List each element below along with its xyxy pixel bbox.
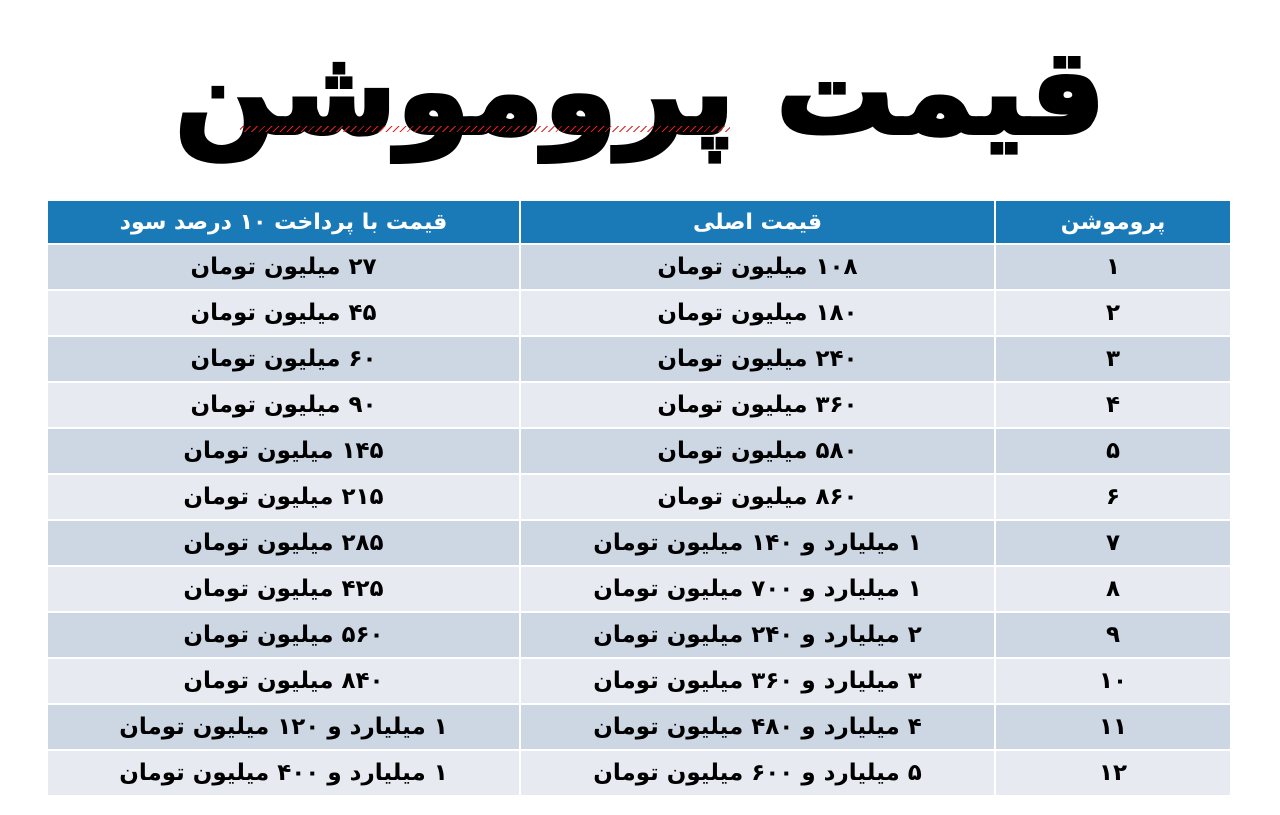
original-price-cell: ۴ میلیارد و ۴۸۰ میلیون تومان xyxy=(519,703,996,751)
table-row: ۱۰ ۳ میلیارد و ۳۶۰ میلیون تومان ۸۴۰ میلیون… xyxy=(46,657,1232,705)
price-with-interest-cell: ۹۰ میلیون تومان xyxy=(46,381,521,429)
price-with-interest-cell: ۶۰ میلیون تومان xyxy=(46,335,521,383)
table-row: ۴ ۳۶۰ میلیون تومان ۹۰ میلیون تومان xyxy=(46,381,1232,429)
promotion-number-cell: ۸ xyxy=(994,565,1232,613)
price-with-interest-cell: ۲۷ میلیون تومان xyxy=(46,243,521,291)
original-price-cell: ۱ میلیارد و ۷۰۰ میلیون تومان xyxy=(519,565,996,613)
promotion-number-cell: ۵ xyxy=(994,427,1232,475)
promotion-number-cell: ۳ xyxy=(994,335,1232,383)
price-with-interest-cell: ۴۵ میلیون تومان xyxy=(46,289,521,337)
page-title: قیمت پروموشن xyxy=(173,21,1110,163)
price-with-interest-cell: ۱۴۵ میلیون تومان xyxy=(46,427,521,475)
original-price-cell: ۸۶۰ میلیون تومان xyxy=(519,473,996,521)
original-price-cell: ۲۴۰ میلیون تومان xyxy=(519,335,996,383)
price-with-interest-cell: ۱ میلیارد و ۴۰۰ میلیون تومان xyxy=(46,749,521,797)
original-price-cell: ۱۸۰ میلیون تومان xyxy=(519,289,996,337)
table-row: ۱۱ ۴ میلیارد و ۴۸۰ میلیون تومان ۱ میلیارد … xyxy=(46,703,1232,751)
promotion-number-cell: ۹ xyxy=(994,611,1232,659)
header-price-with-interest: قیمت با پرداخت ۱۰ درصد سود xyxy=(46,199,521,245)
original-price-cell: ۱۰۸ میلیون تومان xyxy=(519,243,996,291)
header-original-price: قیمت اصلی xyxy=(519,199,996,245)
promotion-number-cell: ۱۱ xyxy=(994,703,1232,751)
original-price-cell: ۱ میلیارد و ۱۴۰ میلیون تومان xyxy=(519,519,996,567)
table-row: ۲ ۱۸۰ میلیون تومان ۴۵ میلیون تومان xyxy=(46,289,1232,337)
table-row: ۱۲ ۵ میلیارد و ۶۰۰ میلیون تومان ۱ میلیارد … xyxy=(46,749,1232,797)
table-header-row: پروموشن قیمت اصلی قیمت با پرداخت ۱۰ درصد… xyxy=(46,199,1232,245)
original-price-cell: ۳ میلیارد و ۳۶۰ میلیون تومان xyxy=(519,657,996,705)
promotion-number-cell: ۱۲ xyxy=(994,749,1232,797)
table-row: ۱ ۱۰۸ میلیون تومان ۲۷ میلیون تومان xyxy=(46,243,1232,291)
price-with-interest-cell: ۱ میلیارد و ۱۲۰ میلیون تومان xyxy=(46,703,521,751)
table-row: ۶ ۸۶۰ میلیون تومان ۲۱۵ میلیون تومان xyxy=(46,473,1232,521)
original-price-cell: ۲ میلیارد و ۲۴۰ میلیون تومان xyxy=(519,611,996,659)
promotion-number-cell: ۶ xyxy=(994,473,1232,521)
price-with-interest-cell: ۵۶۰ میلیون تومان xyxy=(46,611,521,659)
table-row: ۳ ۲۴۰ میلیون تومان ۶۰ میلیون تومان xyxy=(46,335,1232,383)
header-promotion: پروموشن xyxy=(994,199,1232,245)
price-with-interest-cell: ۴۲۵ میلیون تومان xyxy=(46,565,521,613)
promotion-number-cell: ۱ xyxy=(994,243,1232,291)
spellcheck-underline xyxy=(240,126,730,132)
table-row: ۵ ۵۸۰ میلیون تومان ۱۴۵ میلیون تومان xyxy=(46,427,1232,475)
original-price-cell: ۵۸۰ میلیون تومان xyxy=(519,427,996,475)
original-price-cell: ۵ میلیارد و ۶۰۰ میلیون تومان xyxy=(519,749,996,797)
price-with-interest-cell: ۲۱۵ میلیون تومان xyxy=(46,473,521,521)
promotion-number-cell: ۷ xyxy=(994,519,1232,567)
promotion-number-cell: ۴ xyxy=(994,381,1232,429)
price-with-interest-cell: ۲۸۵ میلیون تومان xyxy=(46,519,521,567)
price-with-interest-cell: ۸۴۰ میلیون تومان xyxy=(46,657,521,705)
promotion-number-cell: ۱۰ xyxy=(994,657,1232,705)
original-price-cell: ۳۶۰ میلیون تومان xyxy=(519,381,996,429)
promotion-number-cell: ۲ xyxy=(994,289,1232,337)
promotion-price-table: پروموشن قیمت اصلی قیمت با پرداخت ۱۰ درصد… xyxy=(46,199,1232,797)
